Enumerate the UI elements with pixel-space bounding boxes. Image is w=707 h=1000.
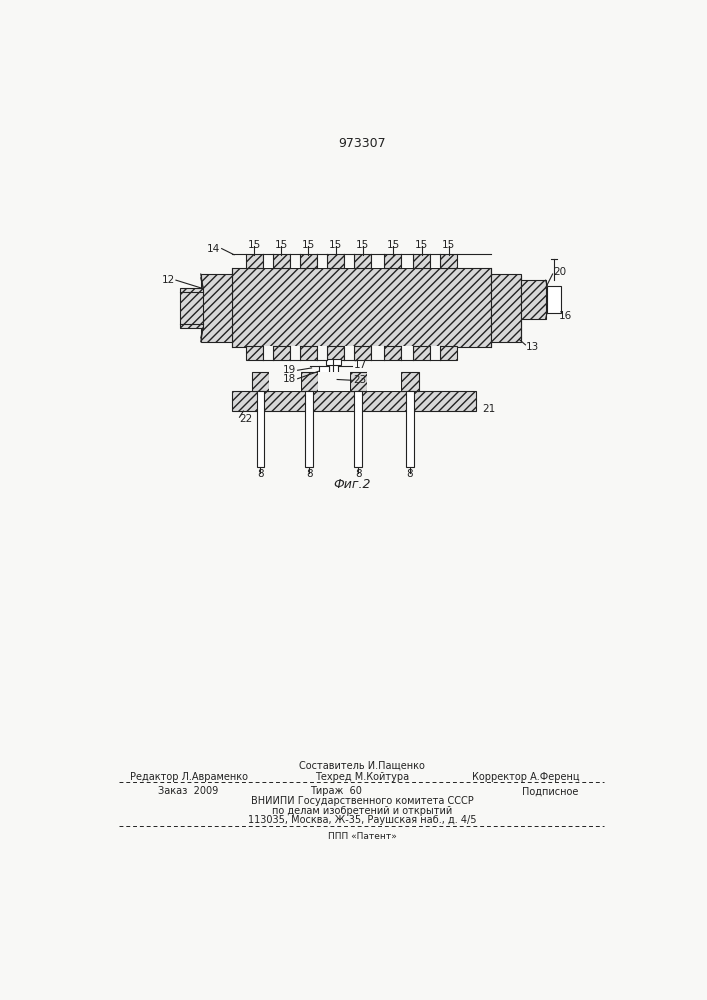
Bar bbox=[402, 372, 419, 391]
Bar bbox=[430, 254, 440, 268]
Text: 113035, Москва, Ж-35, Раушская наб., д. 4/5: 113035, Москва, Ж-35, Раушская наб., д. … bbox=[247, 815, 477, 825]
Text: 19: 19 bbox=[283, 365, 296, 375]
Text: 15: 15 bbox=[302, 240, 315, 250]
Text: 15: 15 bbox=[386, 240, 399, 250]
Bar bbox=[344, 254, 354, 268]
Text: 21: 21 bbox=[482, 404, 496, 414]
Bar bbox=[430, 254, 440, 268]
Bar bbox=[327, 346, 344, 360]
Bar bbox=[273, 346, 290, 360]
Text: Фиг.2: Фиг.2 bbox=[333, 478, 370, 491]
Text: 12: 12 bbox=[162, 275, 175, 285]
Bar bbox=[521, 280, 546, 319]
Bar bbox=[327, 254, 344, 268]
Bar bbox=[367, 372, 402, 391]
Bar bbox=[290, 346, 300, 360]
Text: 16: 16 bbox=[559, 311, 572, 321]
Bar bbox=[329, 376, 337, 383]
Bar bbox=[246, 254, 263, 268]
Bar bbox=[406, 391, 414, 466]
Bar bbox=[413, 346, 430, 360]
Text: 13: 13 bbox=[526, 342, 539, 352]
Bar bbox=[317, 372, 349, 391]
Text: 23: 23 bbox=[354, 375, 367, 385]
Bar bbox=[273, 254, 290, 268]
Bar bbox=[385, 254, 402, 268]
Text: 15: 15 bbox=[275, 240, 288, 250]
Bar bbox=[402, 346, 413, 360]
Text: 15: 15 bbox=[356, 240, 369, 250]
Text: Корректор А.Ференц: Корректор А.Ференц bbox=[472, 772, 580, 782]
Bar bbox=[263, 254, 273, 268]
Text: 8: 8 bbox=[257, 469, 264, 479]
Bar bbox=[385, 346, 402, 360]
Bar bbox=[317, 254, 327, 268]
Bar bbox=[305, 391, 313, 466]
Bar bbox=[290, 254, 300, 268]
Bar bbox=[440, 346, 457, 360]
Bar bbox=[317, 346, 327, 360]
Bar bbox=[371, 346, 385, 360]
Bar bbox=[354, 346, 371, 360]
Text: 22: 22 bbox=[240, 414, 252, 424]
Bar bbox=[325, 359, 341, 365]
Bar bbox=[263, 346, 273, 360]
Bar bbox=[402, 254, 413, 268]
Bar bbox=[547, 286, 561, 312]
Text: Техред М.Койтура: Техред М.Койтура bbox=[315, 772, 409, 782]
Text: ППП «Патент»: ППП «Патент» bbox=[327, 832, 397, 841]
Text: 14: 14 bbox=[207, 244, 220, 254]
Text: Составитель И.Пащенко: Составитель И.Пащенко bbox=[299, 760, 425, 770]
Text: Подписное: Подписное bbox=[522, 786, 579, 796]
Text: 18: 18 bbox=[283, 374, 296, 384]
Text: Тираж  60: Тираж 60 bbox=[310, 786, 362, 796]
Bar bbox=[317, 254, 327, 268]
Text: 8: 8 bbox=[355, 469, 361, 479]
Bar bbox=[257, 391, 264, 466]
Text: Заказ  2009: Заказ 2009 bbox=[158, 786, 218, 796]
Bar bbox=[402, 254, 413, 268]
Bar bbox=[329, 363, 338, 376]
Bar bbox=[320, 366, 329, 374]
Text: 20: 20 bbox=[554, 267, 566, 277]
Bar bbox=[232, 268, 491, 347]
Text: по делам изобретений и открытий: по делам изобретений и открытий bbox=[271, 806, 452, 816]
Bar bbox=[300, 346, 317, 360]
Bar bbox=[300, 254, 317, 268]
Bar bbox=[180, 288, 203, 328]
Bar bbox=[232, 391, 476, 411]
Bar bbox=[252, 372, 269, 391]
Text: ВНИИПИ Государственного комитета СССР: ВНИИПИ Государственного комитета СССР bbox=[250, 796, 473, 806]
Bar bbox=[201, 274, 232, 342]
Text: 15: 15 bbox=[247, 240, 261, 250]
Bar bbox=[354, 391, 362, 466]
Bar bbox=[263, 254, 273, 268]
Bar bbox=[371, 254, 385, 268]
Bar bbox=[290, 254, 300, 268]
Text: 15: 15 bbox=[415, 240, 428, 250]
Text: 15: 15 bbox=[442, 240, 455, 250]
Bar bbox=[413, 254, 430, 268]
Bar bbox=[491, 274, 521, 342]
Bar bbox=[349, 372, 367, 391]
Bar bbox=[300, 372, 317, 391]
Text: Редактор Л.Авраменко: Редактор Л.Авраменко bbox=[130, 772, 248, 782]
Bar bbox=[246, 346, 263, 360]
Text: 8: 8 bbox=[306, 469, 312, 479]
Bar bbox=[430, 346, 440, 360]
Text: 17: 17 bbox=[354, 360, 367, 370]
Bar bbox=[344, 254, 354, 268]
Bar bbox=[354, 254, 371, 268]
Bar bbox=[371, 254, 385, 268]
Bar bbox=[440, 254, 457, 268]
Text: 973307: 973307 bbox=[338, 137, 386, 150]
Bar bbox=[344, 346, 354, 360]
Text: 8: 8 bbox=[407, 469, 414, 479]
Bar bbox=[269, 372, 300, 391]
Text: 15: 15 bbox=[329, 240, 342, 250]
